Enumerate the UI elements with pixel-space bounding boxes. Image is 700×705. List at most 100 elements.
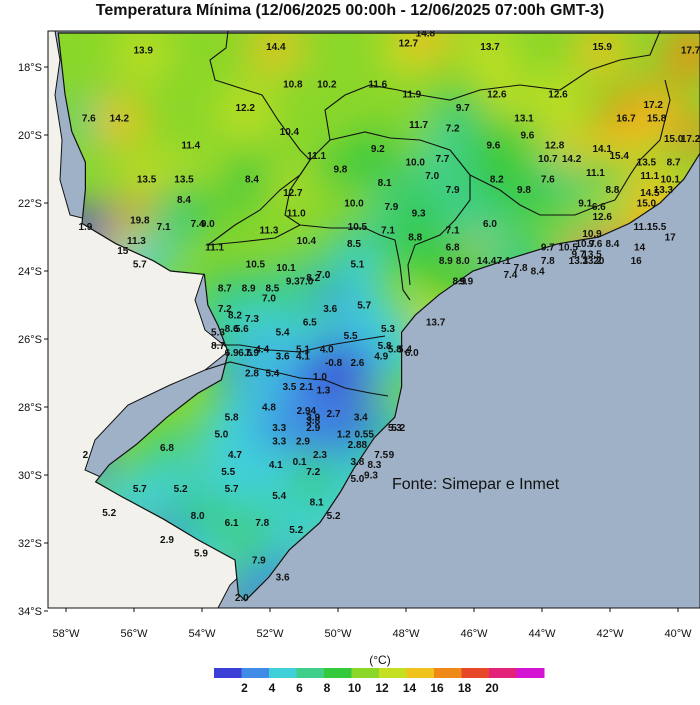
station-value: 3.6 [276,572,290,583]
colorbar-tick-label: 18 [458,681,472,695]
colorbar-tick-label: 4 [269,681,276,695]
station-value: 8.5 [347,239,361,250]
station-value: 11.1 [586,168,605,179]
station-value: 15 [117,246,129,257]
station-value: 9.9 [459,277,473,288]
station-value: 2.9 [296,436,310,447]
station-value: 14.4 [266,42,286,53]
station-value: 9.3 [412,209,426,220]
station-value: 5.7 [225,484,239,495]
station-value: 3.8 [350,457,364,468]
colorbar-tick-label: 20 [485,681,499,695]
colorbar-tick-label: 12 [375,681,389,695]
analysis-land-outline [57,32,700,602]
colorbar-segment [489,668,517,678]
station-value: 6.0 [405,348,419,359]
station-value: 15.4 [609,151,629,162]
station-value: 11.1 [205,243,224,254]
field-blob [300,61,353,114]
station-value: 17.2 [681,134,700,145]
station-value: 15.0 [664,134,684,145]
station-value: 7.0 [299,277,313,288]
lat-label: 34°S [18,606,42,618]
station-value: 10.2 [317,79,337,90]
station-value: 5.4 [276,328,290,339]
station-value: 8.2 [228,311,242,322]
station-value: 9.7 [541,243,555,254]
map-frame [47,30,700,609]
station-value: 5.7 [133,260,147,271]
field-blob [188,224,241,277]
station-value: 9.0 [201,219,215,230]
station-value: 11.3 [127,236,146,247]
station-value: 6.5 [303,317,317,328]
station-value: 7.2 [218,304,232,315]
station-value: 13.7 [480,42,500,53]
station-value: 6.9 [225,348,239,359]
station-value: 5.6 [235,324,249,335]
station-value: 4.7 [228,450,242,461]
field-blob [464,33,516,76]
lat-label: 30°S [18,470,42,482]
lat-label: 20°S [18,130,42,142]
station-value: 5.8 [388,345,402,356]
colorbar-segment [434,668,462,678]
station-value: 12.7 [283,188,303,199]
station-value: 7.4 [503,270,517,281]
longitude-axis: 58°W 56°W 54°W 52°W 50°W 48°W 46°W 44°W 42°W 40°W [52,608,692,640]
station-value: 7.0 [262,294,276,305]
station-value: 9.6 [520,130,534,141]
station-value: 3.3 [272,436,286,447]
station-value: 5.2 [391,423,405,434]
lon-label: 46°W [460,628,488,640]
colorbar-tick-label: 10 [348,681,362,695]
station-value: -0.8 [325,358,343,369]
colorbar-segment [351,668,380,678]
station-value: 10.5 [558,243,578,254]
station-value: 4.4 [255,345,269,356]
field-blob [117,33,170,80]
station-value: 9.1 [578,198,592,209]
station-value: 3.6 [276,351,290,362]
station-value: 11.3 [260,226,279,237]
station-value: 10.7 [538,154,558,165]
station-value: 8.3 [367,460,381,471]
station-value: 1.3 [316,385,330,396]
map-title: Temperatura Mínima (12/06/2025 00:00h - … [95,2,605,19]
colorbar-tick-label: 8 [324,681,331,695]
station-value: 5.2 [174,484,188,495]
lon-label: 58°W [52,628,80,640]
station-value: 5.4 [265,368,279,379]
colorbar-segment [406,668,435,678]
station-value: 1.9 [78,222,92,233]
colorbar-segment [241,668,270,678]
lat-label: 32°S [18,538,42,550]
station-value: 12.6 [487,90,507,101]
station-value: 8.1 [310,498,324,509]
station-value: 2.7 [327,409,341,420]
station-value: 0.1 [293,457,307,468]
station-value: 5.8 [225,413,239,424]
station-value: 6.1 [225,518,239,529]
station-value: 6.8 [160,443,174,454]
colorbar: 2 4 6 8 10 12 14 16 18 20 [214,668,545,695]
station-value: 8.9 [452,277,466,288]
station-value: 11.0 [287,209,306,220]
station-value: 16 [631,256,643,267]
station-value: 3.8 [306,416,320,427]
station-value: 2 [83,450,89,461]
state-borders [204,31,671,397]
station-value: 11.1 [640,171,659,182]
station-value: 2.8 [245,368,259,379]
lon-label: 44°W [528,628,556,640]
station-value: 14.4 [477,256,497,267]
source-credit: Fonte: Simepar e Inmet [392,476,560,493]
station-value: 11.4 [181,141,200,152]
station-value: 12.8 [545,141,565,152]
station-value: 10.0 [405,158,425,169]
station-value: 7.2 [446,124,460,135]
station-value: 5.8 [378,341,392,352]
station-value: 19.8 [130,215,150,226]
station-value: 11.1 [307,151,326,162]
